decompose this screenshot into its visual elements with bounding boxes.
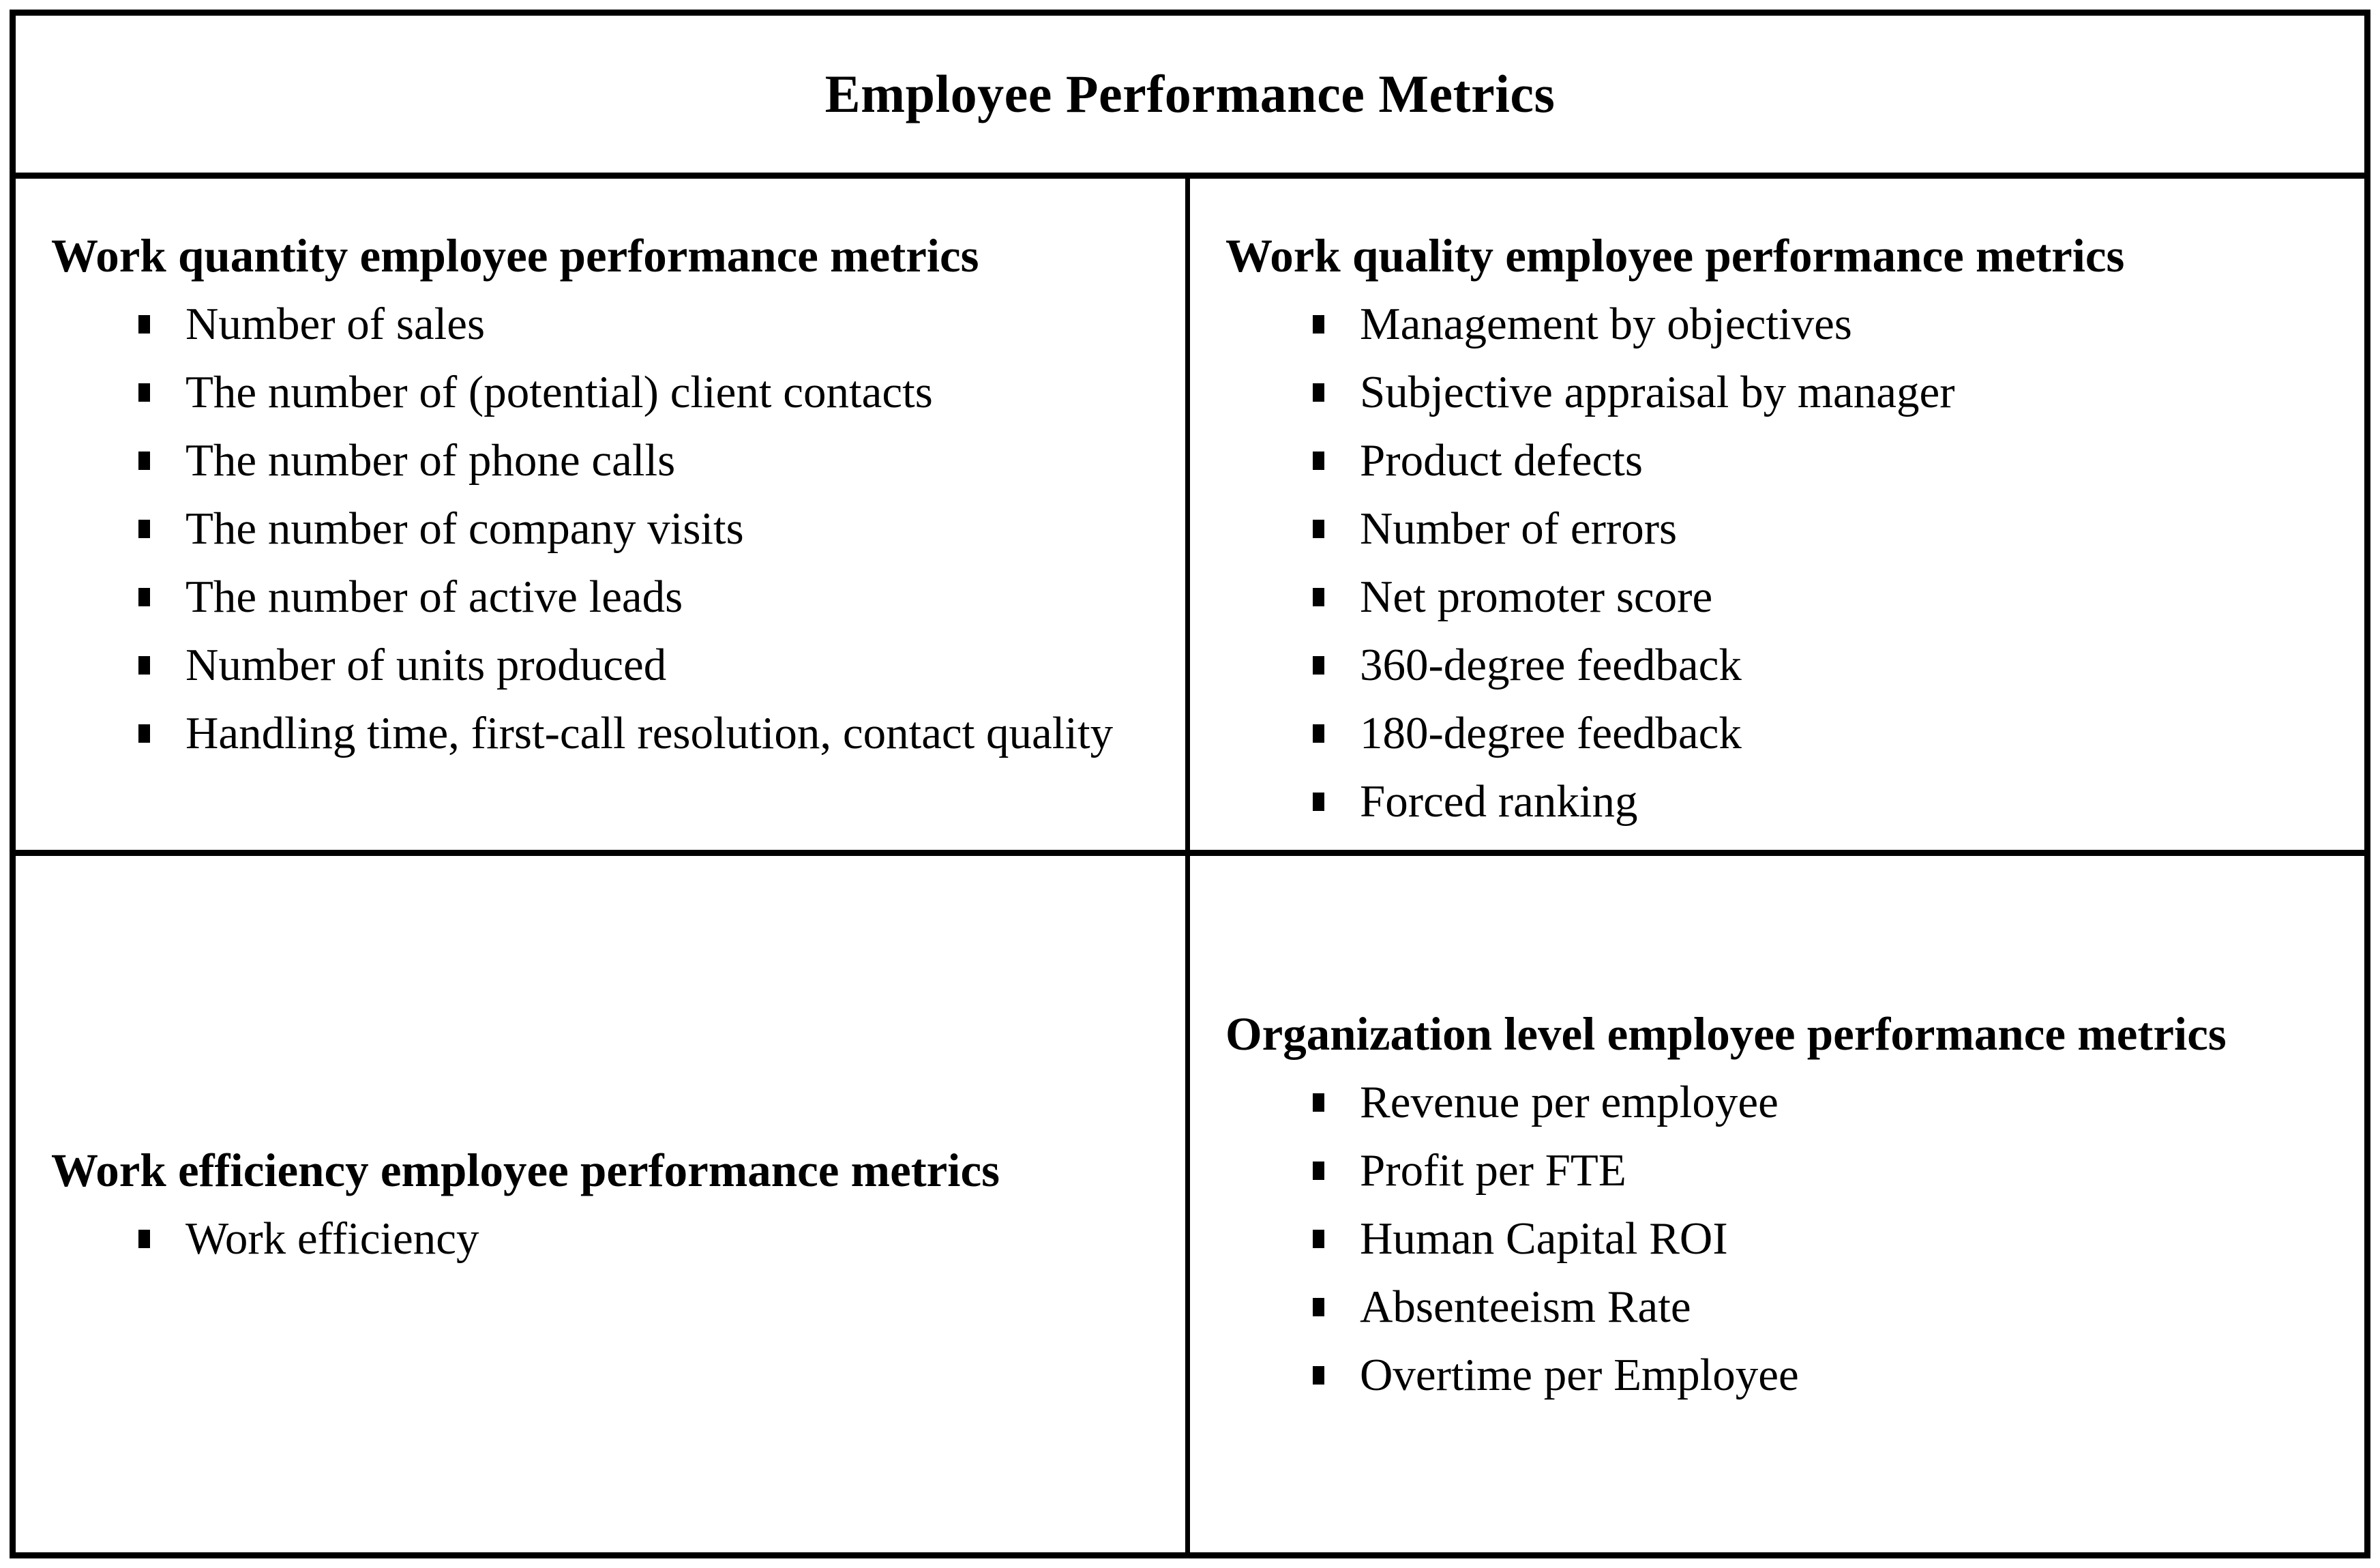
list-item: 360-degree feedback <box>1225 631 2351 699</box>
cell-work-efficiency: Work efficiency employee performance met… <box>16 856 1190 1552</box>
list-item: Number of sales <box>51 290 1172 358</box>
list-item: Number of units produced <box>51 631 1172 699</box>
list-item: Revenue per employee <box>1225 1068 2351 1136</box>
organization-level-heading: Organization level employee performance … <box>1225 1007 2227 1060</box>
list-item: Handling time, first-call resolution, co… <box>51 699 1172 767</box>
list-item: 180-degree feedback <box>1225 699 2351 767</box>
cell-organization-level: Organization level employee performance … <box>1190 856 2364 1552</box>
page-title: Employee Performance Metrics <box>824 64 1556 123</box>
list-item: The number of phone calls <box>51 426 1172 494</box>
list-item: Work efficiency <box>51 1204 1172 1273</box>
table-title-row: Employee Performance Metrics <box>16 16 2364 179</box>
work-quality-list: Management by objectives Subjective appr… <box>1225 290 2351 835</box>
list-item: Human Capital ROI <box>1225 1204 2351 1273</box>
list-item: Overtime per Employee <box>1225 1341 2351 1409</box>
employee-performance-metrics-table: Employee Performance Metrics Work quanti… <box>10 10 2370 1558</box>
list-item: Absenteeism Rate <box>1225 1273 2351 1341</box>
list-item: The number of active leads <box>51 563 1172 631</box>
list-item: Profit per FTE <box>1225 1136 2351 1204</box>
organization-level-list: Revenue per employee Profit per FTE Huma… <box>1225 1068 2351 1409</box>
list-item: Product defects <box>1225 426 2351 494</box>
cell-work-quantity: Work quantity employee performance metri… <box>16 179 1190 856</box>
list-item: Forced ranking <box>1225 767 2351 835</box>
work-quantity-heading: Work quantity employee performance metri… <box>51 230 979 282</box>
work-efficiency-list: Work efficiency <box>51 1204 1172 1273</box>
list-item: The number of company visits <box>51 494 1172 563</box>
work-efficiency-heading: Work efficiency employee performance met… <box>51 1144 1000 1196</box>
cell-work-quality: Work quality employee performance metric… <box>1190 179 2364 856</box>
list-item: Management by objectives <box>1225 290 2351 358</box>
list-item: Subjective appraisal by manager <box>1225 358 2351 426</box>
list-item: Number of errors <box>1225 494 2351 563</box>
work-quality-heading: Work quality employee performance metric… <box>1225 230 2125 282</box>
work-quantity-list: Number of sales The number of (potential… <box>51 290 1172 767</box>
list-item: The number of (potential) client contact… <box>51 358 1172 426</box>
list-item: Net promoter score <box>1225 563 2351 631</box>
